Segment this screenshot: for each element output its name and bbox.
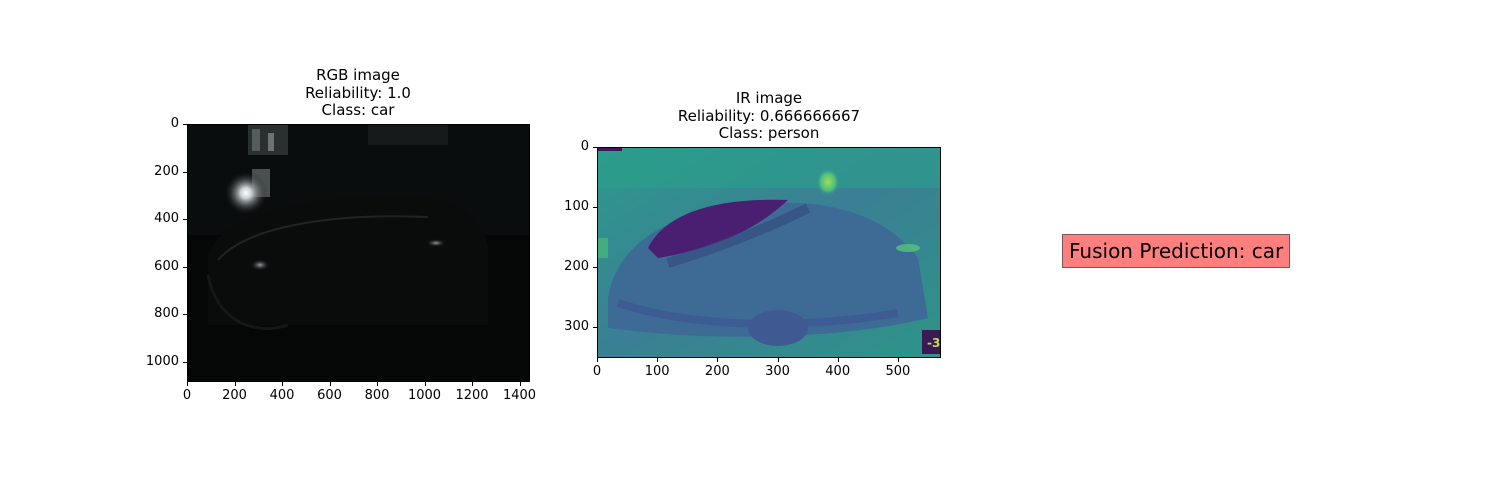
fusion-prediction-label: Fusion Prediction: car	[1069, 239, 1284, 263]
rgb-y-tick-label: 1000	[145, 353, 179, 369]
rgb-image	[188, 125, 529, 381]
ir-image-axes: -3	[597, 147, 941, 358]
rgb-x-tick-label: 0	[182, 388, 192, 403]
ir-image: -3	[598, 148, 940, 357]
rgb-image-axes	[187, 124, 530, 382]
rgb-y-tick-mark	[183, 314, 187, 316]
ir-title-line-2: Reliability: 0.666666667	[677, 106, 861, 125]
ir-x-tick-label: 400	[825, 364, 851, 379]
rgb-y-tick-mark	[183, 266, 187, 268]
ir-x-tick-mark	[777, 358, 779, 362]
ir-x-tick-label: 200	[704, 364, 730, 379]
rgb-x-tick-label: 600	[317, 388, 342, 403]
rgb-x-tick-label: 1200	[455, 388, 489, 403]
rgb-x-tick-mark	[282, 382, 283, 386]
rgb-x-tick-mark	[472, 382, 473, 386]
fusion-prediction-box: Fusion Prediction: car	[1062, 234, 1291, 268]
rgb-y-tick-label: 600	[154, 258, 179, 274]
rgb-panel-title: RGB image Reliability: 1.0 Class: car	[305, 66, 411, 120]
ir-panel-title: IR image Reliability: 0.666666667 Class:…	[677, 89, 861, 143]
ir-title-line-3: Class: person	[718, 124, 820, 142]
ir-y-tick-mark	[593, 327, 597, 328]
rgb-x-tick-label: 1000	[407, 388, 442, 403]
ir-x-tick-mark	[837, 358, 839, 362]
ir-x-tick-label: 500	[885, 364, 911, 379]
ir-y-tick-mark	[593, 207, 597, 208]
rgb-y-tick-label: 800	[154, 306, 179, 322]
rgb-x-tick-label: 1400	[502, 388, 537, 403]
rgb-x-tick-label: 200	[222, 388, 247, 403]
rgb-x-tick-label: 400	[269, 388, 295, 403]
rgb-x-tick-mark	[424, 382, 426, 386]
rgb-title-line-1: RGB image	[316, 66, 400, 84]
rgb-y-tick-mark	[183, 171, 187, 173]
ir-x-tick-label: 100	[644, 364, 670, 379]
rgb-y-tick-label: 0	[170, 116, 179, 131]
ir-x-tick-mark	[597, 358, 598, 362]
rgb-x-tick-label: 800	[364, 388, 390, 403]
ir-y-tick-mark	[593, 147, 597, 148]
ir-x-tick-label: 0	[592, 364, 602, 379]
ir-y-tick-label: 200	[564, 259, 589, 274]
ir-y-tick-label: 100	[564, 199, 589, 214]
ir-y-tick-label: 0	[580, 139, 589, 154]
rgb-y-tick-label: 200	[154, 163, 179, 179]
rgb-x-tick-mark	[187, 382, 188, 386]
rgb-y-tick-mark	[183, 219, 187, 221]
rgb-title-line-3: Class: car	[321, 101, 395, 119]
ir-x-tick-label: 300	[765, 364, 790, 379]
rgb-y-tick-mark	[183, 361, 187, 363]
rgb-y-tick-label: 400	[154, 211, 179, 227]
rgb-y-tick-mark	[183, 124, 187, 125]
ir-title-line-1: IR image	[735, 89, 803, 107]
rgb-x-tick-mark	[234, 382, 236, 386]
rgb-title-line-2: Reliability: 1.0	[305, 83, 411, 102]
rgb-x-tick-mark	[377, 382, 378, 386]
ir-y-tick-label: 300	[564, 319, 589, 334]
ir-y-tick-mark	[593, 267, 597, 268]
ir-x-tick-mark	[657, 358, 659, 362]
ir-overlay-label: -3	[927, 336, 940, 350]
rgb-x-tick-mark	[329, 382, 331, 386]
rgb-x-tick-mark	[519, 382, 521, 386]
ir-x-tick-mark	[897, 358, 899, 362]
ir-x-tick-mark	[717, 358, 719, 362]
